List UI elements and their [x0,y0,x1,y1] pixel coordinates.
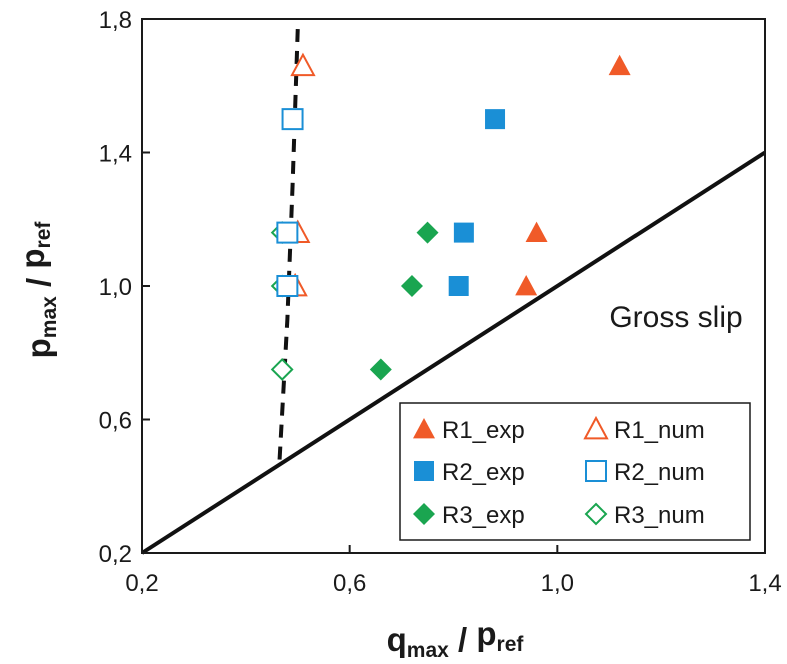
axis-label-text: p [476,615,496,652]
gross-slip-boundary-line [140,150,767,555]
legend-marker-r1-num [583,415,609,440]
legend-label-r2-num: R2_num [614,459,705,486]
axis-label-text: / [449,621,477,658]
data-point-r1-num [290,52,316,77]
legend-label-r3-num: R3_num [614,502,705,529]
data-point-r2-exp [453,222,474,243]
x-axis-label: qmax / pref [387,615,525,662]
legend-label-r2-exp: R2_exp [442,459,525,486]
data-point-r3-exp [416,221,439,244]
axis-label-subscript: ref [497,633,525,656]
axis-label-text: p [20,338,57,358]
y-tick-label: 0,2 [99,541,132,568]
axis-label-subscript: max [407,639,449,662]
legend-marker-r2-num [585,460,607,482]
legend-marker-r3-num [584,502,608,526]
y-axis-label: pmax / pref [14,221,61,359]
data-point-r2-num [276,275,299,297]
legend-box [399,402,751,541]
data-point-r1-exp [515,275,538,296]
axes-layer: 0,2 0,6 1,0 1,4 0,2 0,6 1,0 1,4 1,8 [99,7,782,597]
gross-slip-annotation: Gross slip [609,301,742,334]
legend-label-r1-exp: R1_exp [442,417,525,444]
data-point-r2-num [276,221,299,244]
data-point-r1-exp [608,54,631,76]
axis-label-subscript: ref [32,221,55,249]
dashed-trend-line [277,28,300,460]
data-point-r2-exp [448,276,469,296]
y-tick-label: 1,0 [99,274,132,301]
legend-label-r1-num: R1_num [614,417,705,444]
y-tick-label: 0,6 [99,408,132,435]
axis-label-text: q [387,621,407,658]
marks-layer [140,28,767,555]
x-tick-label: 1,0 [541,570,574,597]
legend-marker-r3-exp [413,503,435,525]
axis-label-text: / [20,269,57,297]
x-tick-label: 0,2 [125,570,158,597]
legend-marker-r1-exp [413,418,435,439]
y-tick-label: 1,4 [99,141,132,168]
legend: R1_exp R1_num R2_exp R2_num R3_exp R3_num [399,402,751,541]
legend-label-r3-exp: R3_exp [442,502,525,529]
data-point-r2-num [281,108,304,131]
data-point-r3-num [270,358,294,381]
axis-label-text: p [14,248,51,268]
y-tick-label: 1,8 [99,7,132,34]
x-tick-label: 0,6 [333,570,366,597]
x-tick-label: 1,4 [748,570,781,597]
data-point-r2-exp [485,109,506,130]
data-point-r1-exp [525,221,548,242]
data-point-r3-exp [400,275,423,297]
axis-label-subscript: max [38,296,61,338]
data-point-r3-exp [369,358,392,381]
legend-marker-r2-exp [414,461,434,481]
